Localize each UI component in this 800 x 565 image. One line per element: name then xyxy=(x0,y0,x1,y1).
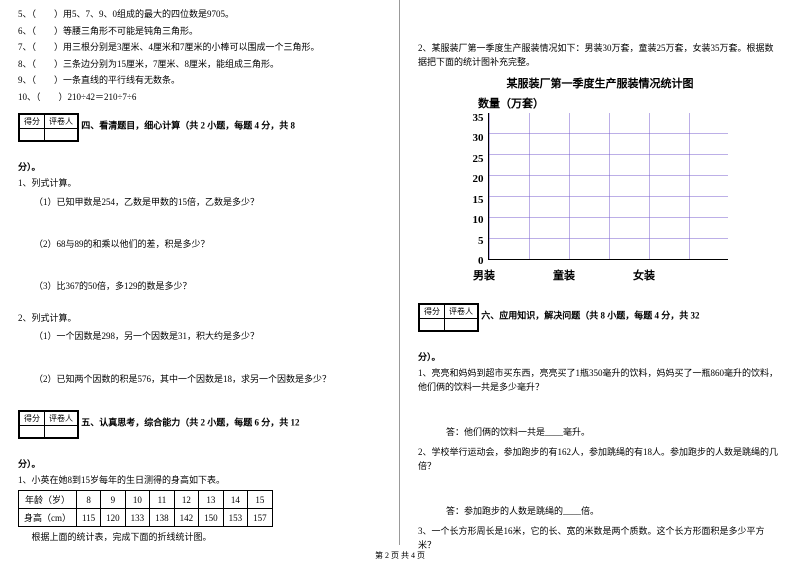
grader-cell xyxy=(445,319,478,331)
judgment-6: 6、（ ）等腰三角形不可能是钝角三角形。 xyxy=(18,25,381,39)
section5-title2: 分）。 xyxy=(18,459,41,469)
left-column: 5、（ ）用5、7、9、0组成的最大的四位数是9705。 6、（ ）等腰三角形不… xyxy=(0,0,400,545)
section6-title: 六、应用知识，解决问题（共 8 小题，每题 4 分，共 32 xyxy=(481,311,699,321)
q2-intro: 2、某服装厂第一季度生产服装情况如下：男装30万套，童装25万套，女装35万套。… xyxy=(418,42,782,69)
q6-1: 1、亮亮和妈妈到超市买东西，亮亮买了1瓶350毫升的饮料，妈妈买了一瓶860毫升… xyxy=(418,367,782,394)
score-table-5: 得分 评卷人 xyxy=(18,410,79,439)
chart-grid xyxy=(488,113,728,260)
grader-label: 评卷人 xyxy=(45,115,78,129)
bar-chart: 某服装厂第一季度生产服装情况统计图 数量（万套） 35 30 25 20 15 … xyxy=(418,75,782,283)
q5-note: 根据上面的统计表，完成下面的折线统计图。 xyxy=(18,531,381,545)
q6-3: 3、一个长方形周长是16米，它的长、宽的米数是两个质数。这个长方形面积是多少平方… xyxy=(418,525,782,552)
q4-1b: （2）68与89的和乘以他们的差，积是多少？ xyxy=(34,237,381,251)
score-cell xyxy=(20,425,45,437)
q4-1: 1、列式计算。 xyxy=(18,177,381,191)
chart-ylabel: 数量（万套） xyxy=(478,95,782,111)
judgment-10: 10、（ ）210÷42＝210÷7÷6 xyxy=(18,91,381,105)
q4-2b: （2）已知两个因数的积是576，其中一个因数是18，求另一个因数是多少？ xyxy=(34,372,381,386)
chart-title: 某服装厂第一季度生产服装情况统计图 xyxy=(418,75,782,91)
score-label: 得分 xyxy=(20,115,45,129)
page-footer: 第 2 页 共 4 页 xyxy=(0,550,800,561)
q4-2: 2、列式计算。 xyxy=(18,312,381,326)
judgment-7: 7、（ ）用三根分别是3厘米、4厘米和7厘米的小棒可以围成一个三角形。 xyxy=(18,41,381,55)
grader-label: 评卷人 xyxy=(445,305,478,319)
section5-header: 得分 评卷人 五、认真思考，综合能力（共 2 小题，每题 6 分，共 12 xyxy=(18,404,381,443)
grader-label: 评卷人 xyxy=(45,411,78,425)
score-cell xyxy=(420,319,445,331)
judgment-9: 9、（ ）一条直线的平行线有无数条。 xyxy=(18,74,381,88)
table-row-data: 身高（cm） 115 120 133 138 142 150 153 157 xyxy=(19,509,273,527)
score-label: 得分 xyxy=(20,411,45,425)
section4-title2: 分）。 xyxy=(18,162,41,172)
q6-1-ans: 答：他们俩的饮料一共是____毫升。 xyxy=(446,425,782,438)
grader-cell xyxy=(45,425,78,437)
q6-2: 2、学校举行运动会，参加跑步的有162人，参加跳绳的有18人。参加跑步的人数是跳… xyxy=(418,446,782,473)
table-row-head: 年龄（岁） 8 9 10 11 12 13 14 15 xyxy=(19,491,273,509)
height-table: 年龄（岁） 8 9 10 11 12 13 14 15 身高（cm） 115 1… xyxy=(18,490,273,527)
right-column: 2、某服装厂第一季度生产服装情况如下：男装30万套，童装25万套，女装35万套。… xyxy=(400,0,800,545)
section5-title: 五、认真思考，综合能力（共 2 小题，每题 6 分，共 12 xyxy=(81,418,299,428)
q4-1a: （1）已知甲数是254，乙数是甲数的15倍，乙数是多少？ xyxy=(34,195,381,209)
q4-1c: （3）比367的50倍，多129的数是多少？ xyxy=(34,279,381,293)
section6-header: 得分 评卷人 六、应用知识，解决问题（共 8 小题，每题 4 分，共 32 xyxy=(418,297,782,336)
judgment-8: 8、（ ）三条边分别为15厘米，7厘米、8厘米，能组成三角形。 xyxy=(18,58,381,72)
score-label: 得分 xyxy=(420,305,445,319)
section4-header: 得分 评卷人 四、看清题目，细心计算（共 2 小题，每题 4 分，共 8 xyxy=(18,107,381,146)
grader-cell xyxy=(45,129,78,141)
q5-1: 1、小英在她8到15岁每年的生日测得的身高如下表。 xyxy=(18,474,381,488)
section4-title: 四、看清题目，细心计算（共 2 小题，每题 4 分，共 8 xyxy=(81,121,295,131)
score-table-4: 得分 评卷人 xyxy=(18,113,79,142)
judgment-5: 5、（ ）用5、7、9、0组成的最大的四位数是9705。 xyxy=(18,8,381,22)
q6-2-ans: 答：参加跑步的人数是跳绳的____倍。 xyxy=(446,504,782,517)
score-cell xyxy=(20,129,45,141)
score-table-6: 得分 评卷人 xyxy=(418,303,479,332)
chart-xaxis: 男装 童装 女装 xyxy=(444,267,684,283)
chart-yaxis: 35 30 25 20 15 10 5 0 xyxy=(473,113,484,267)
q4-2a: （1）一个因数是298，另一个因数是31，积大约是多少？ xyxy=(34,329,381,343)
section6-title2: 分）。 xyxy=(418,352,441,362)
